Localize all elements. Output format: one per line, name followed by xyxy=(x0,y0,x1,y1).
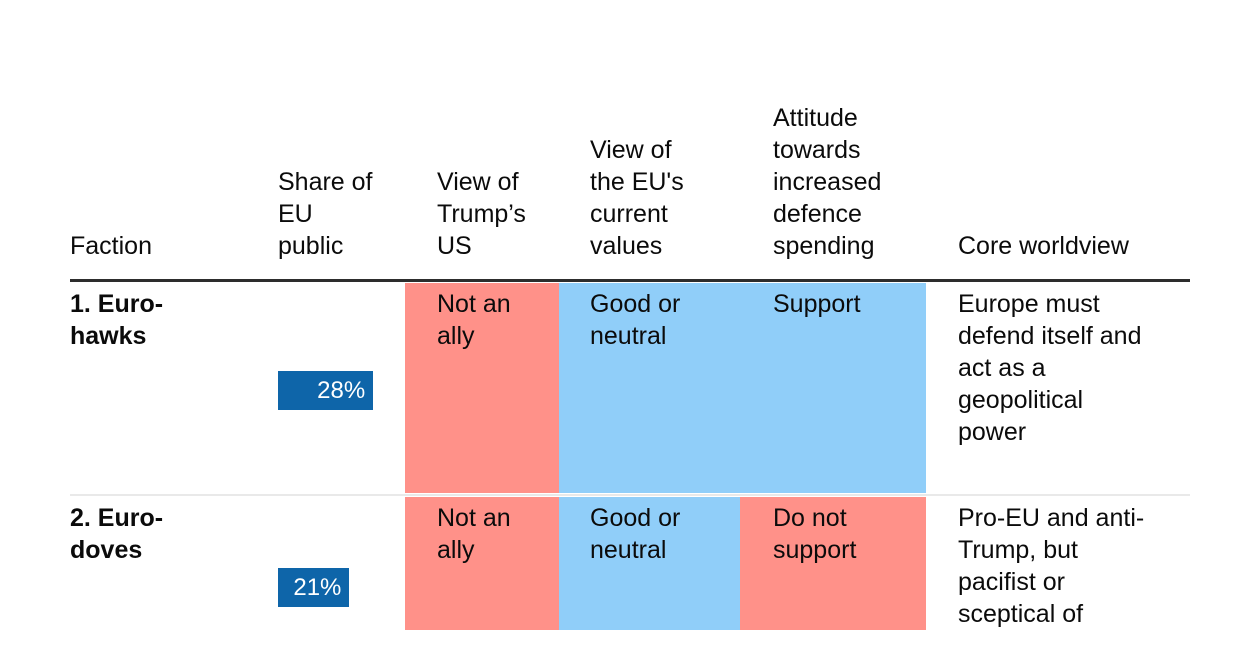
row1-share-bar-label: 28% xyxy=(317,377,366,404)
column-header-share-of-eu-public: Share of EU public xyxy=(278,168,373,260)
row1-cell-defence-spending: Support xyxy=(740,283,926,493)
row-divider xyxy=(70,494,1190,496)
row1-core-worldview: Europe must defend itself and act as a g… xyxy=(958,290,1142,446)
column-header-view-of-eu-values: View of the EU's current values xyxy=(590,136,684,260)
column-header-faction: Faction xyxy=(70,232,152,260)
column-header-defence-spending: Attitude towards increased defence spend… xyxy=(773,104,882,260)
row2-cell-view-of-eu-values: Good or neutral xyxy=(559,497,740,630)
row1-faction-label: 1. Euro- hawks xyxy=(70,290,164,350)
row2-share-bar-label: 21% xyxy=(293,574,342,601)
row1-cell-view-of-eu-values: Good or neutral xyxy=(559,283,740,493)
row1-cell-view-of-trumps-us: Not an ally xyxy=(405,283,559,493)
row2-core-worldview: Pro-EU and anti- Trump, but pacifist or … xyxy=(958,504,1145,628)
column-header-core-worldview: Core worldview xyxy=(958,232,1129,260)
header-rule xyxy=(70,279,1190,282)
column-header-view-of-trumps-us: View of Trump’s US xyxy=(437,168,526,260)
row2-share-bar: 21% xyxy=(278,568,350,607)
row2-cell-defence-spending: Do not support xyxy=(740,497,926,630)
row2-faction-label: 2. Euro- doves xyxy=(70,504,164,564)
row2-cell-view-of-trumps-us: Not an ally xyxy=(405,497,559,630)
row1-share-bar: 28% xyxy=(278,371,374,410)
